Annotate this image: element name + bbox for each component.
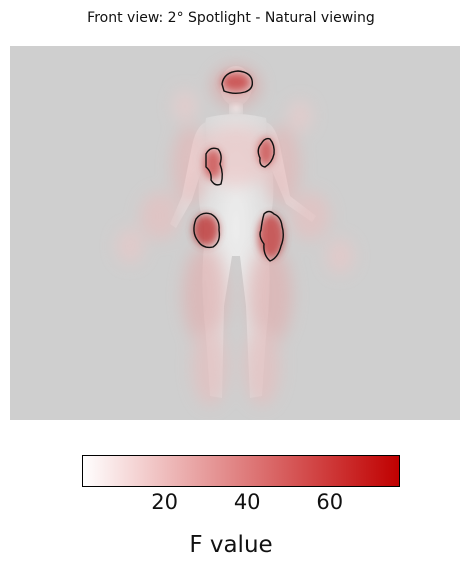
cluster-outline-right-hip (193, 212, 221, 249)
cluster-outline-left-hip (259, 210, 284, 262)
chart-title: Front view: 2° Spotlight - Natural viewi… (87, 10, 375, 26)
heatmap-panel (10, 46, 460, 420)
colorbar (82, 455, 400, 487)
colorbar-label: F value (189, 532, 273, 558)
cluster-outline-left-chest (257, 137, 275, 168)
cluster-outline-right-chest (205, 147, 223, 186)
diffuse-heat (116, 66, 354, 406)
colorbar-tick-label: 60 (316, 490, 344, 514)
colorbar-tick-label: 20 (151, 490, 178, 514)
cluster-outlines (193, 70, 284, 262)
cluster-outline-head (221, 70, 254, 94)
colorbar-tick-label: 40 (233, 490, 261, 514)
